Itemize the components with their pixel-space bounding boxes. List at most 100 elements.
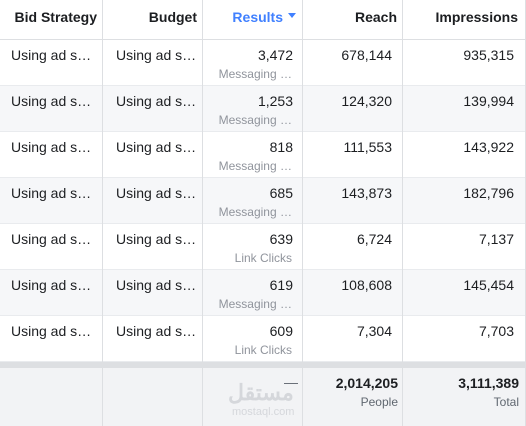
cell — [103, 132, 203, 178]
cell — [203, 270, 303, 316]
budget: Using ad s… — [116, 231, 197, 247]
cell — [0, 40, 103, 86]
impressions: 139,994 — [463, 93, 514, 109]
impressions: 935,315 — [463, 47, 514, 63]
column-header[interactable]: Impressions — [435, 9, 518, 25]
cell — [303, 270, 403, 316]
budget: Using ad s… — [116, 323, 197, 339]
results: 619 — [269, 277, 293, 293]
bid-strategy: Using ad s… — [11, 47, 92, 63]
impressions: 7,137 — [478, 231, 514, 247]
results: 1,253 — [257, 93, 293, 109]
column-header[interactable]: Reach — [354, 9, 397, 25]
header-cell — [103, 0, 203, 40]
cell — [203, 132, 303, 178]
impressions: 7,703 — [478, 323, 514, 339]
bid-strategy: Using ad s… — [11, 277, 92, 293]
column-header[interactable]: Results — [232, 9, 283, 25]
cell — [203, 40, 303, 86]
result-type: Messaging … — [218, 159, 292, 173]
reach: 143,873 — [341, 185, 392, 201]
cell — [103, 86, 203, 132]
row — [0, 40, 526, 86]
result-type: Messaging … — [218, 297, 292, 311]
bid-strategy: Using ad s… — [11, 323, 92, 339]
cell — [103, 316, 203, 362]
cell — [103, 224, 203, 270]
result-type: Messaging … — [218, 67, 292, 81]
reach: 124,320 — [341, 93, 392, 109]
cell — [203, 86, 303, 132]
row — [0, 316, 526, 362]
result-type: Messaging … — [218, 205, 292, 219]
cell — [203, 178, 303, 224]
reach: 111,553 — [343, 139, 392, 155]
column-header[interactable]: Budget — [148, 9, 197, 25]
total-impressions: 3,111,389 — [458, 375, 519, 391]
budget: Using ad s… — [116, 93, 197, 109]
header-row — [0, 0, 526, 40]
column-header[interactable]: Bid Strategy — [14, 9, 97, 25]
cell — [0, 224, 103, 270]
total-results: — — [284, 374, 298, 390]
row — [0, 224, 526, 270]
budget: Using ad s… — [116, 139, 197, 155]
separator — [0, 362, 526, 368]
results: 3,472 — [257, 47, 293, 63]
cell — [203, 316, 303, 362]
budget: Using ad s… — [116, 47, 197, 63]
bid-strategy: Using ad s… — [11, 93, 92, 109]
results: 685 — [269, 185, 293, 201]
sort-arrow — [288, 13, 296, 18]
cell — [0, 316, 103, 362]
impressions: 143,922 — [463, 139, 514, 155]
total-reach: 2,014,205 — [335, 375, 398, 391]
cell — [103, 270, 203, 316]
bid-strategy: Using ad s… — [11, 231, 92, 247]
cell — [203, 224, 303, 270]
result-type: Link Clicks — [234, 343, 292, 357]
cell — [303, 86, 403, 132]
reach: 678,144 — [341, 47, 392, 63]
cell — [103, 40, 203, 86]
row — [0, 132, 526, 178]
budget: Using ad s… — [116, 277, 197, 293]
results: 818 — [269, 139, 293, 155]
cell — [203, 368, 303, 426]
header-cell — [303, 0, 403, 40]
result-type: Link Clicks — [234, 251, 292, 265]
header-cell — [0, 0, 103, 40]
cell — [303, 368, 403, 426]
reach: 7,304 — [356, 323, 392, 339]
bid-strategy: Using ad s… — [11, 139, 92, 155]
results: 639 — [269, 231, 293, 247]
reach: 108,608 — [341, 277, 392, 293]
cell — [0, 368, 103, 426]
result-type: Messaging … — [218, 113, 292, 127]
cell — [0, 270, 103, 316]
cell — [0, 178, 103, 224]
bid-strategy: Using ad s… — [11, 185, 92, 201]
cell — [103, 178, 203, 224]
impressions: 182,796 — [463, 185, 514, 201]
reach: 6,724 — [356, 231, 392, 247]
budget: Using ad s… — [116, 185, 197, 201]
watermark: مستقل — [228, 380, 294, 405]
total-reach-label: People — [360, 395, 398, 409]
cell — [0, 132, 103, 178]
row — [0, 178, 526, 224]
cell — [0, 86, 103, 132]
impressions: 145,454 — [463, 277, 514, 293]
cell — [303, 40, 403, 86]
row — [0, 270, 526, 316]
total-impressions-label: Total — [493, 395, 519, 409]
cell — [303, 224, 403, 270]
cell — [303, 132, 403, 178]
cell — [303, 178, 403, 224]
cell — [103, 368, 203, 426]
watermark: mostaql.com — [232, 406, 295, 418]
header-cell — [203, 0, 303, 40]
cell — [303, 316, 403, 362]
results: 609 — [269, 323, 293, 339]
